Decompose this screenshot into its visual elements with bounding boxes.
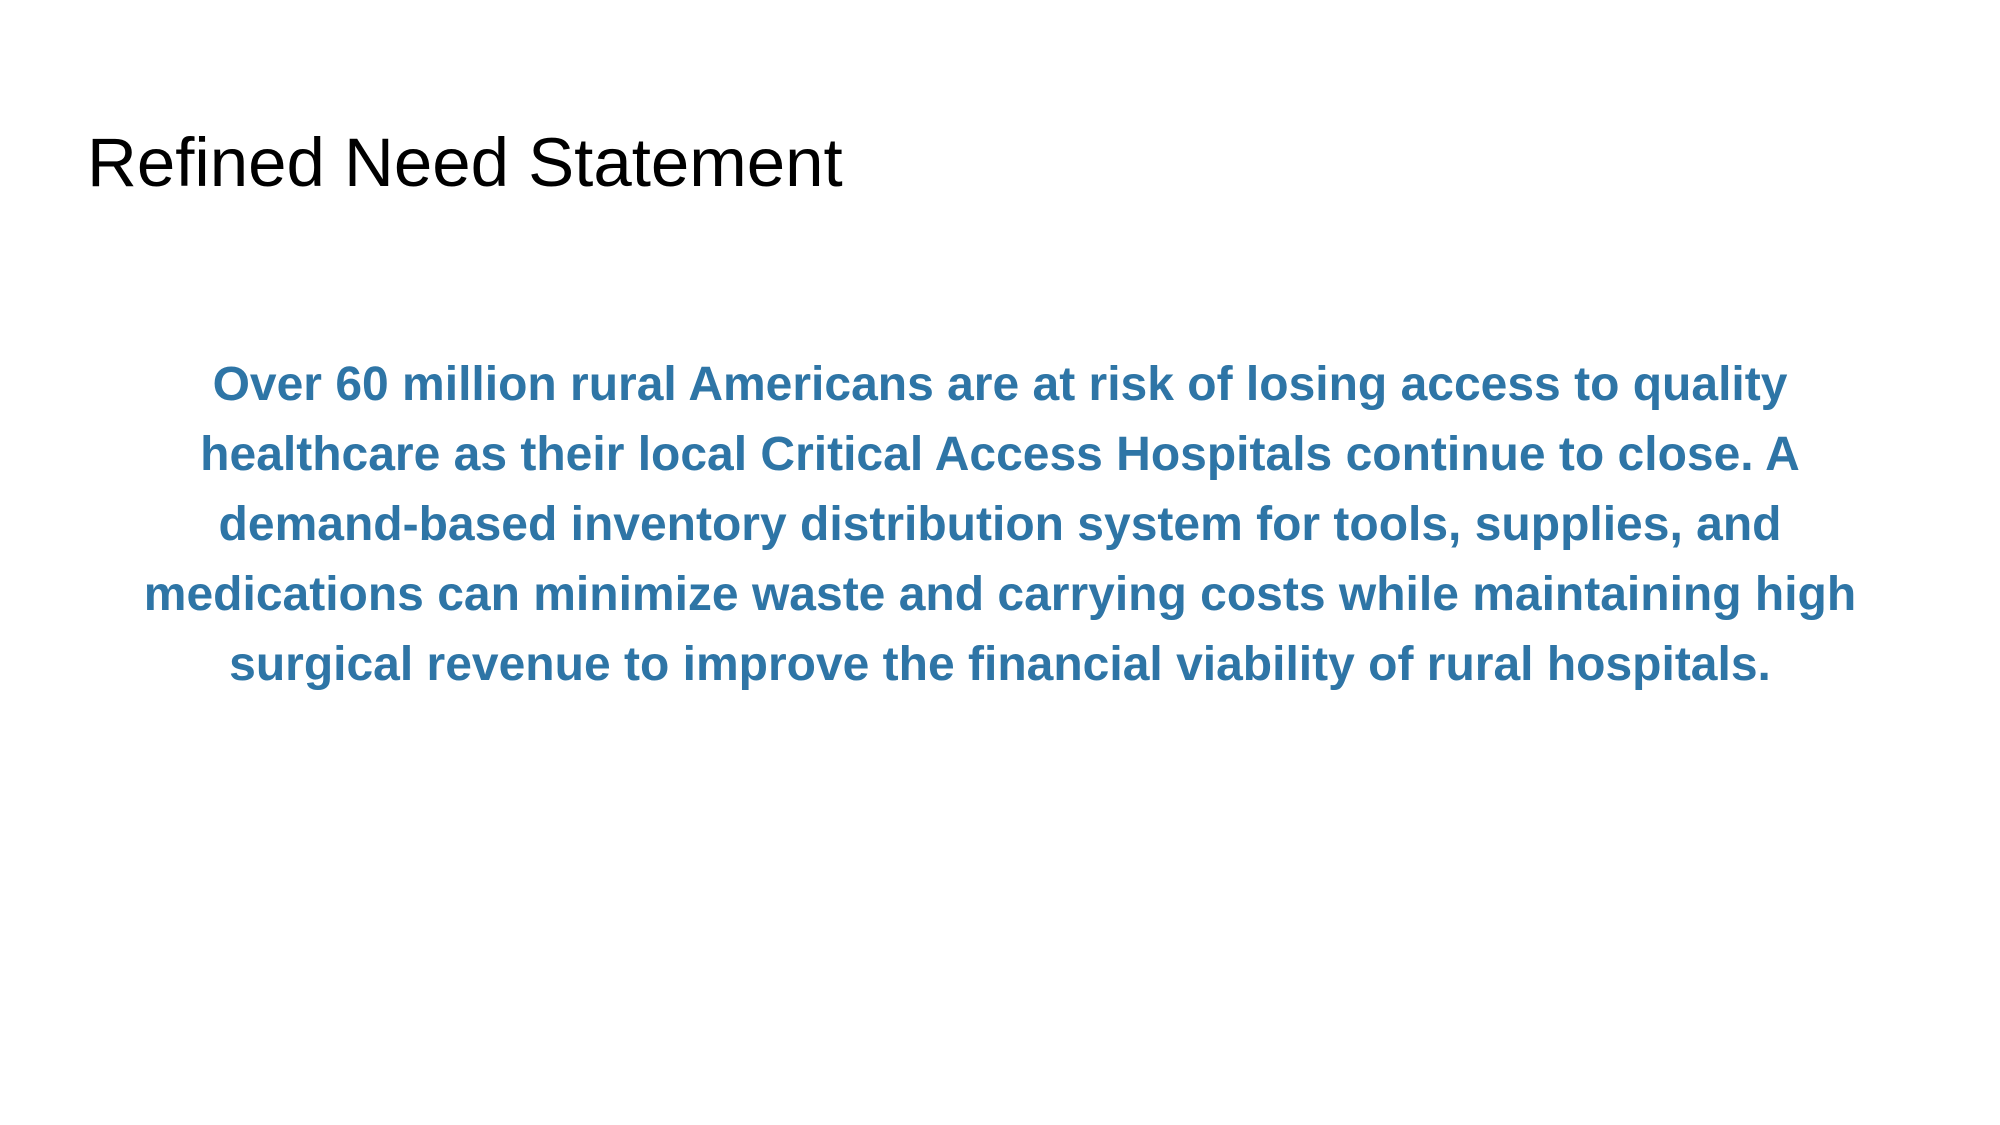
statement-line: medications can minimize waste and carry… [143, 568, 1857, 621]
statement-line: Over 60 million rural Americans are at r… [212, 358, 1788, 411]
statement-line: healthcare as their local Critical Acces… [200, 428, 1800, 481]
statement-line: surgical revenue to improve the financia… [229, 638, 1771, 691]
statement-line: demand-based inventory distribution syst… [218, 498, 1782, 551]
need-statement: Over 60 million rural Americans are at r… [100, 350, 1900, 700]
slide-title: Refined Need Statement [87, 124, 843, 201]
